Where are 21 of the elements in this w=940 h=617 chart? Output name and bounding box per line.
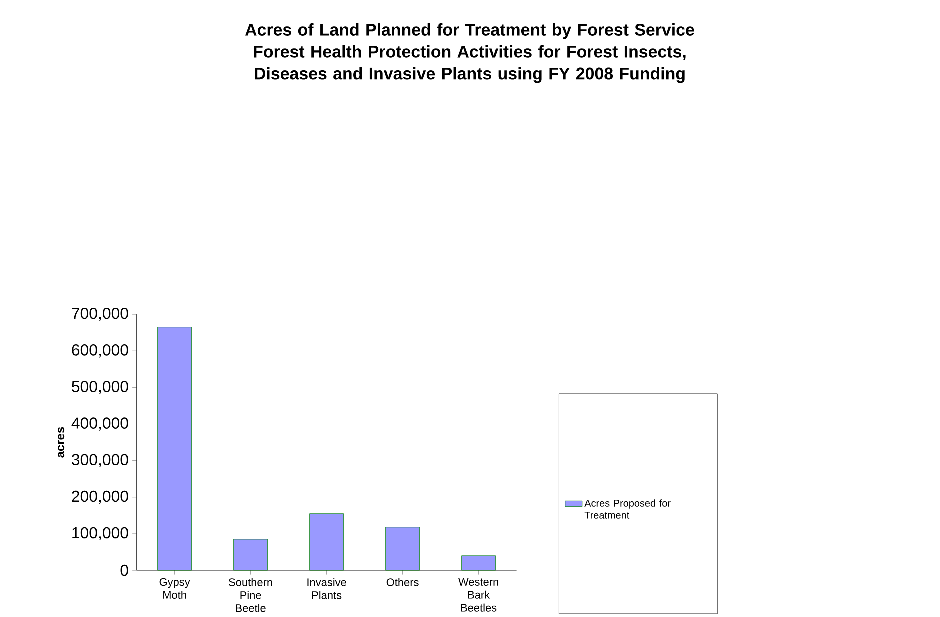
chart-title: Acres of Land Planned for Treatment by Forest Service Forest Health Protection Activities for Forest Insects, Diseases and Invasive Plants using FY 2008 Funding [245, 24, 694, 84]
bar [234, 539, 268, 571]
x-tick-label: Gypsy Moth [160, 578, 190, 600]
x-tick-label: Southern Pine Beetle [229, 578, 272, 612]
bar [158, 327, 192, 571]
y-tick-label: 700,000 [72, 308, 128, 322]
y-axis-title: acres [58, 427, 65, 458]
x-tick-label: Western Bark Beetles [458, 578, 498, 612]
y-tick-label: 0 [120, 564, 128, 576]
y-tick-label: 200,000 [72, 490, 128, 504]
legend-label: Acres Proposed for Treatment [584, 500, 671, 519]
y-tick-label: 300,000 [72, 454, 128, 468]
x-tick-label: Invasive Plants [308, 578, 346, 600]
y-tick-label: 500,000 [72, 381, 128, 394]
y-tick-label: 100,000 [72, 527, 128, 541]
y-tick-label: 400,000 [72, 418, 128, 431]
bar [310, 514, 344, 571]
y-tick-label: 600,000 [72, 344, 128, 358]
x-tick-label: Others [386, 578, 419, 586]
bar [462, 556, 496, 571]
bar [386, 527, 420, 571]
